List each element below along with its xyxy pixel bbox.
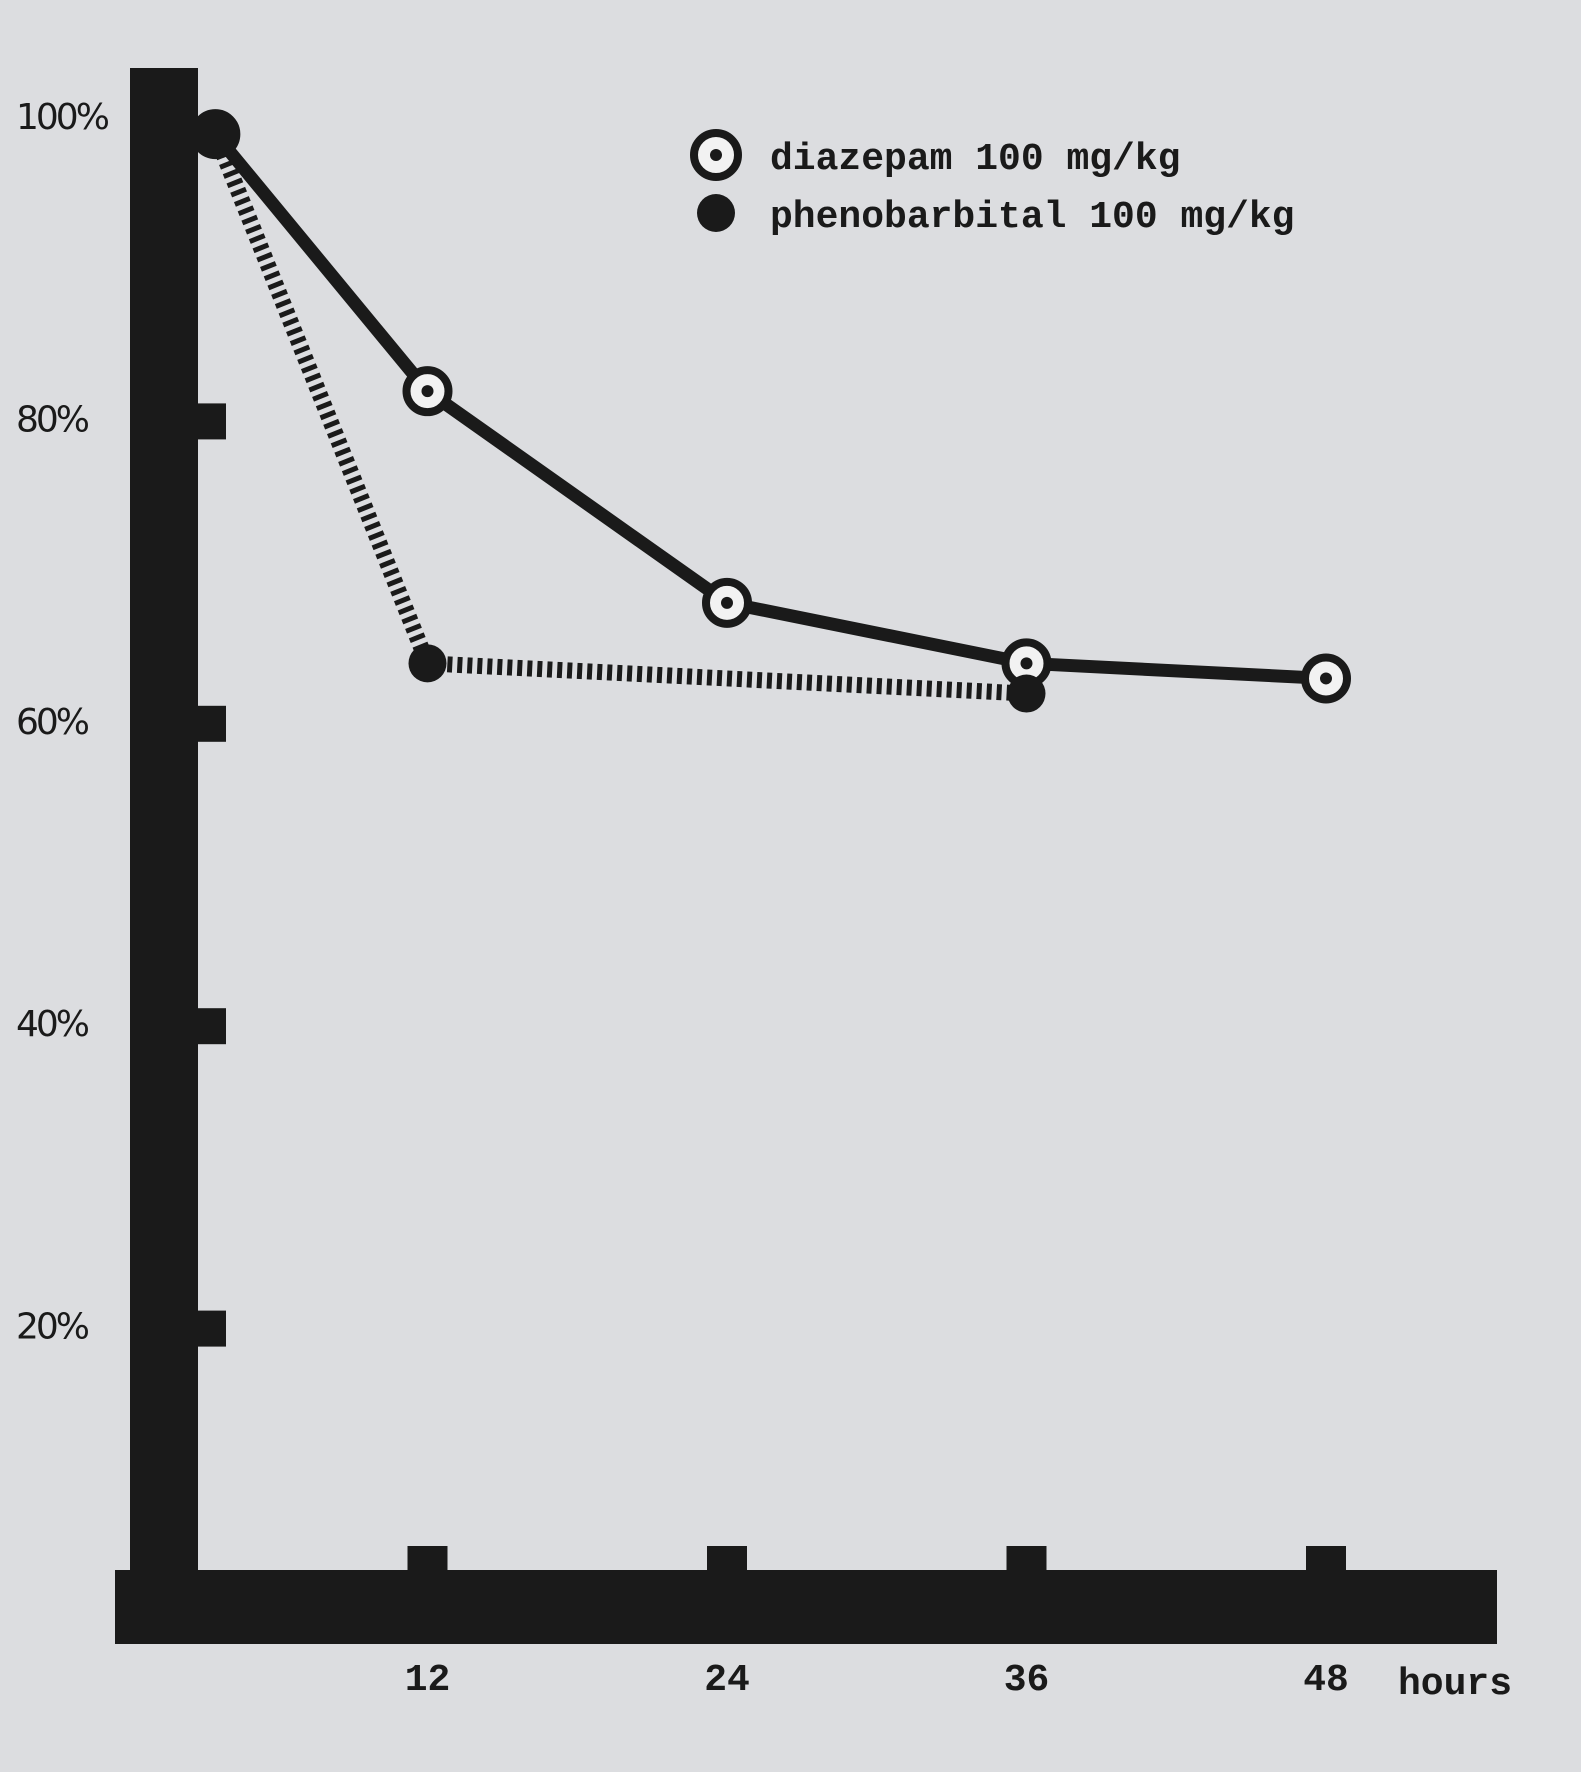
x-tick-mark <box>1306 1546 1346 1572</box>
y-tick-mark <box>196 1310 226 1347</box>
x-tick-label: 12 <box>405 1659 451 1702</box>
x-axis-bar <box>115 1570 1497 1644</box>
data-point <box>402 366 453 417</box>
legend-marker <box>710 149 722 161</box>
x-tick-label: 24 <box>704 1659 750 1702</box>
x-tick-mark <box>407 1546 448 1572</box>
x-tick-mark <box>707 1546 747 1572</box>
y-tick-label: 80% <box>16 399 89 440</box>
y-tick-label: 40% <box>16 1004 89 1045</box>
y-tick-mark <box>196 403 226 440</box>
x-tick-mark <box>1006 1546 1047 1572</box>
marker-part <box>721 596 733 609</box>
x-tick-label: 36 <box>1004 1659 1050 1702</box>
legend-label: diazepam 100 mg/kg <box>770 138 1180 181</box>
y-tick-mark <box>196 705 226 742</box>
marker-part <box>421 385 434 398</box>
legend-marker <box>697 194 735 232</box>
data-point <box>1301 653 1351 704</box>
marker-part <box>1320 672 1332 685</box>
y-axis-bar <box>130 68 198 1643</box>
legend-label: phenobarbital 100 mg/kg <box>770 196 1295 239</box>
x-tick-label: 48 <box>1303 1659 1349 1702</box>
y-tick-label: 60% <box>16 702 89 743</box>
x-axis-label: hours <box>1398 1663 1512 1706</box>
data-point <box>408 644 447 683</box>
y-tick-label: 100% <box>16 97 109 138</box>
marker-part <box>1020 657 1033 670</box>
data-point <box>196 115 235 154</box>
data-point <box>702 577 752 628</box>
data-point <box>1007 674 1046 713</box>
y-tick-mark <box>196 1008 226 1045</box>
y-tick-label: 20% <box>16 1307 89 1348</box>
